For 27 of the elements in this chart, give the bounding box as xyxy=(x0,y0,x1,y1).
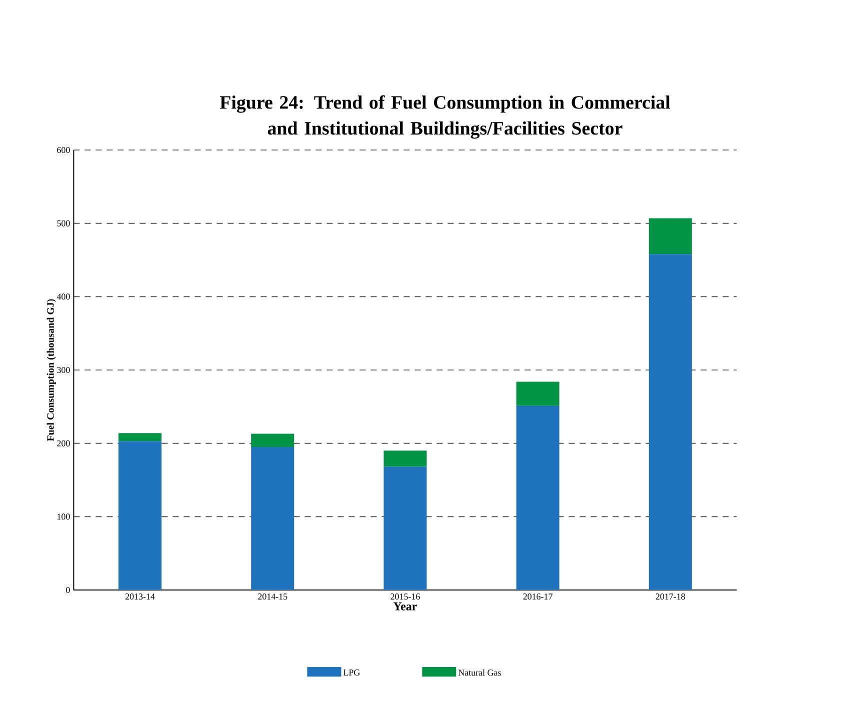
y-tick-label: 200 xyxy=(57,440,70,446)
bar xyxy=(118,441,162,590)
y-tick-label: 400 xyxy=(56,294,70,300)
bar xyxy=(516,382,560,406)
bar xyxy=(516,406,560,590)
y-axis-title: Fuel Consumption (thousand GJ) xyxy=(46,299,56,442)
bar xyxy=(648,254,692,590)
x-tick-label: 2014-15 xyxy=(258,594,288,600)
y-tick-label: 100 xyxy=(58,514,70,520)
y-tick-label: 500 xyxy=(57,220,70,226)
bar xyxy=(251,434,294,447)
y-tick-label: 600 xyxy=(57,146,70,154)
bar xyxy=(251,447,294,590)
x-axis-title: Year xyxy=(393,602,417,610)
bar xyxy=(648,218,692,254)
y-tick-label: 300 xyxy=(57,366,70,374)
x-tick-label: 2017-18 xyxy=(656,594,686,600)
x-tick-label: 2013-14 xyxy=(125,594,155,600)
chart-title: Figure 24: Trend of Fuel Consumption in Commercial and Institutional Buildings/Facilities Sector xyxy=(220,95,670,139)
bar xyxy=(384,466,427,590)
bar xyxy=(118,433,162,442)
y-tick-label: 0 xyxy=(66,586,70,594)
x-tick-label: 2015-16 xyxy=(390,594,420,600)
x-tick-label: 2016-17 xyxy=(523,594,552,600)
legend-label: LPG xyxy=(343,670,360,676)
legend-label: Natural Gas xyxy=(458,669,501,676)
bar xyxy=(384,450,427,467)
